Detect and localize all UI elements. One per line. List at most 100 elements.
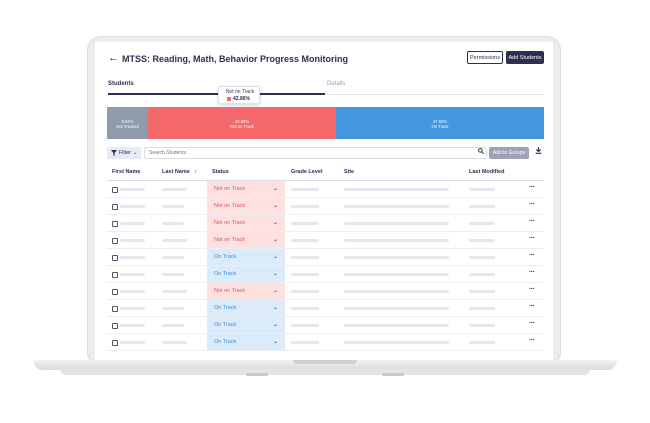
column-header-first-name[interactable]: First Name [112, 169, 141, 175]
row-actions-icon[interactable]: ··· [529, 218, 535, 225]
column-header-site[interactable]: Site [344, 169, 355, 175]
table-row[interactable]: On Track ⌄ ··· [107, 300, 544, 317]
chevron-down-icon: ⌄ [273, 288, 279, 294]
laptop-foot [246, 373, 268, 376]
download-icon[interactable] [535, 147, 542, 156]
table-row[interactable]: On Track ⌄ ··· [107, 334, 544, 351]
grade-level-placeholder [291, 324, 319, 327]
last-name-placeholder [162, 222, 184, 225]
row-actions-icon[interactable]: ··· [529, 320, 535, 327]
active-tab-indicator [108, 93, 325, 95]
table-row[interactable]: Not on Track ⌄ ··· [107, 198, 544, 215]
row-actions-icon[interactable]: ··· [529, 269, 535, 276]
table-row[interactable]: Not on Track ⌄ ··· [107, 283, 544, 300]
status-select[interactable]: Not on Track ⌄ [207, 198, 285, 214]
table-row[interactable]: Not on Track ⌄ ··· [107, 181, 544, 198]
last-modified-placeholder [469, 307, 495, 310]
segment-label: On Track [431, 124, 449, 129]
laptop-foot [382, 373, 404, 376]
permissions-button[interactable]: Permissions [467, 51, 503, 64]
row-checkbox[interactable] [112, 204, 118, 210]
last-name-placeholder [162, 256, 184, 259]
status-value: Not on Track [214, 186, 246, 192]
progress-segment-not-on-track[interactable]: 42.86% Not on Track [148, 107, 336, 139]
tooltip-color-swatch [227, 97, 231, 101]
row-actions-icon[interactable]: ··· [529, 337, 535, 344]
row-actions-icon[interactable]: ··· [529, 184, 535, 191]
column-header-last-modified[interactable]: Last Modified [469, 169, 505, 175]
status-select[interactable]: On Track ⌄ [207, 300, 285, 316]
laptop-base-shadow [60, 369, 590, 375]
last-modified-placeholder [469, 341, 495, 344]
first-name-placeholder [120, 222, 145, 225]
row-checkbox[interactable] [112, 289, 118, 295]
row-checkbox[interactable] [112, 272, 118, 278]
first-name-placeholder [120, 205, 145, 208]
site-placeholder [344, 239, 449, 242]
table-row[interactable]: On Track ⌄ ··· [107, 317, 544, 334]
column-header-grade-level[interactable]: Grade Level [291, 169, 323, 175]
first-name-placeholder [120, 290, 145, 293]
last-modified-placeholder [469, 273, 495, 276]
last-name-placeholder [162, 307, 184, 310]
table-row[interactable]: Not on Track ⌄ ··· [107, 232, 544, 249]
status-select[interactable]: Not on Track ⌄ [207, 232, 285, 248]
app-screen: ← MTSS: Reading, Math, Behavior Progress… [95, 42, 553, 360]
chevron-down-icon: ⌄ [133, 150, 138, 156]
grade-level-placeholder [291, 222, 319, 225]
grade-level-placeholder [291, 205, 319, 208]
search-icon[interactable] [478, 148, 485, 156]
table-row[interactable]: On Track ⌄ ··· [107, 266, 544, 283]
table-row[interactable]: On Track ⌄ ··· [107, 249, 544, 266]
chevron-down-icon: ⌄ [273, 322, 279, 328]
add-to-groups-button[interactable]: Add to Groups [489, 147, 529, 159]
column-label: Last Name [162, 169, 190, 175]
progress-segment-on-track[interactable]: 47.62% On Track [336, 107, 544, 139]
row-actions-icon[interactable]: ··· [529, 286, 535, 293]
status-select[interactable]: Not on Track ⌄ [207, 181, 285, 197]
search-input[interactable] [144, 147, 487, 159]
row-actions-icon[interactable]: ··· [529, 235, 535, 242]
status-select[interactable]: On Track ⌄ [207, 249, 285, 265]
chevron-down-icon: ⌄ [273, 203, 279, 209]
last-name-placeholder [162, 239, 187, 242]
row-actions-icon[interactable]: ··· [529, 252, 535, 259]
status-select[interactable]: On Track ⌄ [207, 334, 285, 350]
column-header-last-name[interactable]: Last Name ↑ [162, 169, 197, 175]
site-placeholder [344, 341, 449, 344]
last-modified-placeholder [469, 290, 495, 293]
chevron-down-icon: ⌄ [273, 220, 279, 226]
row-actions-icon[interactable]: ··· [529, 303, 535, 310]
row-actions-icon[interactable]: ··· [529, 201, 535, 208]
table-header-divider [107, 180, 544, 181]
table-row[interactable]: Not on Track ⌄ ··· [107, 215, 544, 232]
row-checkbox[interactable] [112, 221, 118, 227]
last-name-placeholder [162, 290, 187, 293]
add-students-button[interactable]: Add Students [506, 51, 544, 64]
status-select[interactable]: On Track ⌄ [207, 317, 285, 333]
back-arrow-icon[interactable]: ← [108, 52, 119, 64]
tooltip-label: Not on Track [225, 89, 255, 95]
status-select[interactable]: On Track ⌄ [207, 266, 285, 282]
progress-segment-not-tracked[interactable]: 9.52% Not Tracked [107, 107, 148, 139]
first-name-placeholder [120, 324, 145, 327]
filter-label: Filter [118, 150, 132, 156]
status-select[interactable]: Not on Track ⌄ [207, 215, 285, 231]
first-name-placeholder [120, 256, 145, 259]
tab-details[interactable]: Details [327, 81, 346, 87]
row-checkbox[interactable] [112, 187, 118, 193]
laptop-notch [293, 360, 357, 364]
tooltip-value: 42.86% [233, 96, 250, 102]
row-checkbox[interactable] [112, 238, 118, 244]
row-checkbox[interactable] [112, 340, 118, 346]
chevron-down-icon: ⌄ [273, 305, 279, 311]
status-value: On Track [214, 339, 237, 345]
status-select[interactable]: Not on Track ⌄ [207, 283, 285, 299]
row-checkbox[interactable] [112, 306, 118, 312]
filter-button[interactable]: Filter ⌄ [107, 147, 141, 159]
column-header-status[interactable]: Status [212, 169, 229, 175]
grade-level-placeholder [291, 188, 319, 191]
row-checkbox[interactable] [112, 323, 118, 329]
row-checkbox[interactable] [112, 255, 118, 261]
tab-students[interactable]: Students [108, 81, 134, 87]
